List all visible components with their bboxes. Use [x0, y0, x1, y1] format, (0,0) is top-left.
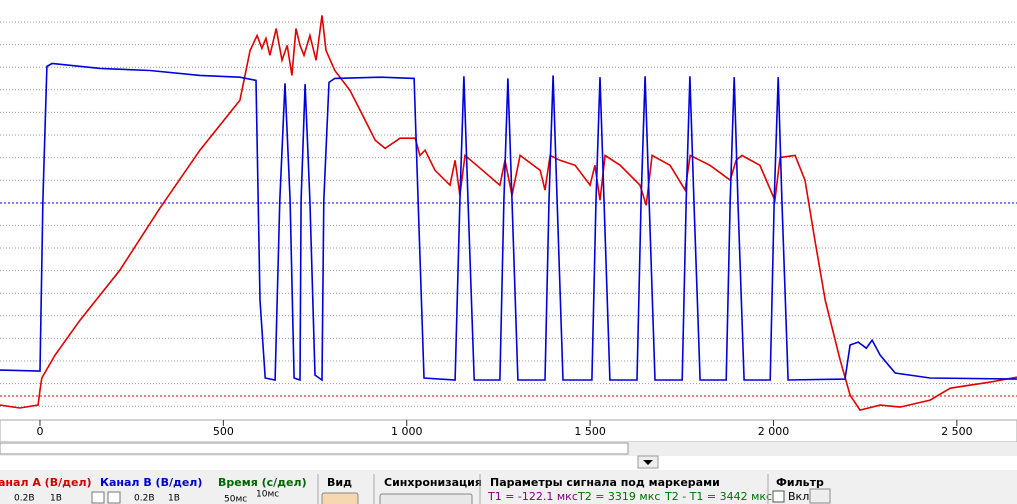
- filter-checkbox[interactable]: [772, 490, 785, 503]
- trace: [0, 62, 1017, 382]
- x-tick-label: 500: [213, 425, 234, 438]
- view-button[interactable]: [321, 492, 359, 504]
- marker-t2: T2 = 3319 мкс: [577, 490, 660, 503]
- trace: [0, 15, 1017, 412]
- traces: [0, 15, 1017, 412]
- x-axis: 0 500 1 000 1 500 2 000 2 500: [36, 420, 973, 438]
- view-title: Вид: [327, 476, 352, 489]
- arrow-icon: [643, 460, 653, 465]
- time-step[interactable]: 10мс: [256, 490, 279, 500]
- markers-title: Параметры сигнала под маркерами: [490, 476, 720, 489]
- sync-title: Синхронизация: [384, 476, 482, 489]
- x-tick-label: 1 000: [391, 425, 423, 438]
- marker-t1: T1 = -122.1 мкс: [487, 490, 578, 503]
- channel-b-title: Канал В (В/дел): [100, 476, 202, 489]
- channel-b-range[interactable]: 1В: [168, 494, 180, 504]
- ac-icon[interactable]: [107, 491, 121, 504]
- channel-a-range[interactable]: 1В: [50, 494, 62, 504]
- x-tick-label: 1 500: [574, 425, 606, 438]
- channel-a-title: анал А (В/дел): [0, 476, 92, 489]
- x-axis-bar: [0, 419, 1017, 443]
- x-tick-label: 2 500: [941, 425, 973, 438]
- filter-title: Фильтр: [776, 476, 824, 489]
- x-tick-label: 2 000: [758, 425, 790, 438]
- time-title: Время (с/дел): [218, 476, 307, 489]
- scroll-thumb[interactable]: [0, 442, 629, 455]
- control-panel: [0, 470, 1017, 504]
- time-scale[interactable]: 50мс: [224, 495, 247, 504]
- channel-a-scale[interactable]: 0.2В: [14, 494, 35, 504]
- sync-button[interactable]: [379, 493, 473, 504]
- channel-b-scale[interactable]: 0.2В: [134, 494, 155, 504]
- ai-icon[interactable]: [91, 491, 105, 504]
- plot-area: [0, 0, 1017, 420]
- marker-dt: T2 - T1 = 3442 мкс: [664, 490, 772, 503]
- x-tick-label: 0: [36, 425, 43, 438]
- filter-settings[interactable]: [809, 488, 831, 504]
- filter-on[interactable]: Вкл: [788, 490, 809, 503]
